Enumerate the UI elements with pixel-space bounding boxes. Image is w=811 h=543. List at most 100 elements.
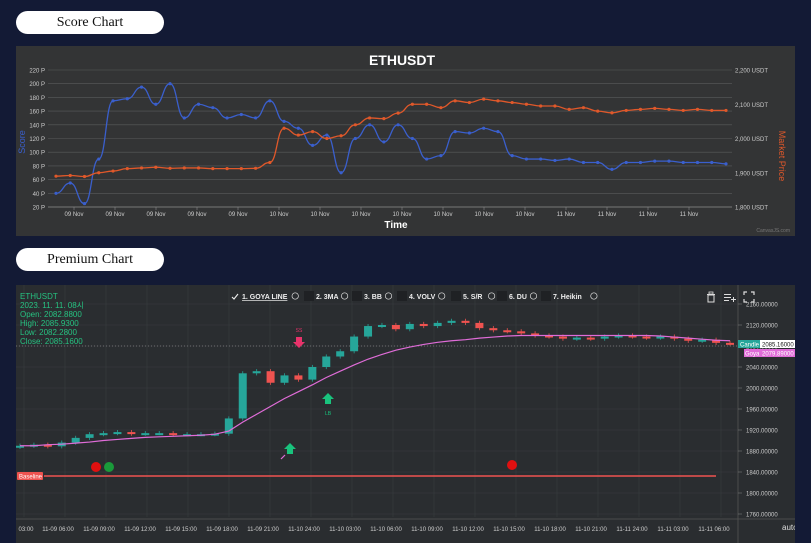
data-point xyxy=(139,166,144,170)
data-point xyxy=(268,160,272,165)
info-icon[interactable] xyxy=(291,292,299,300)
candle xyxy=(433,322,442,327)
data-point xyxy=(139,85,144,89)
data-point xyxy=(610,167,614,171)
score-chart-tab[interactable]: Score Chart xyxy=(16,11,164,34)
trash-icon[interactable] xyxy=(707,291,715,303)
data-point xyxy=(425,157,429,161)
data-point xyxy=(282,126,286,130)
score-tick-label: 20 P xyxy=(33,206,45,212)
data-point xyxy=(211,106,215,110)
fullscreen-icon[interactable] xyxy=(743,291,755,303)
checkmark-icon xyxy=(231,293,239,300)
candle xyxy=(558,336,567,339)
time-tick-label: 11 Nov xyxy=(598,212,617,218)
data-point xyxy=(681,108,685,113)
info-icon[interactable] xyxy=(438,292,446,300)
time-axis-label: Time xyxy=(384,220,408,231)
candle xyxy=(726,342,734,345)
data-point xyxy=(282,119,286,123)
data-point xyxy=(453,130,457,134)
candle xyxy=(350,336,359,352)
indicator-toggle-3[interactable]: 3. BB xyxy=(352,291,393,301)
data-point xyxy=(97,171,101,175)
time-tick-label: 09 Nov xyxy=(187,212,206,218)
data-point xyxy=(610,111,614,115)
symbol-label: ETHUSDT xyxy=(20,292,58,301)
data-point xyxy=(154,165,158,169)
data-point xyxy=(111,99,115,103)
data-point xyxy=(82,174,87,179)
data-point xyxy=(496,99,500,103)
candle xyxy=(99,433,108,436)
score-tick-label: 120 P xyxy=(29,137,45,143)
scale-mode-button[interactable]: auto xyxy=(782,523,798,532)
indicator-toggle-5[interactable]: 5. S/R xyxy=(451,291,496,301)
score-tick-label: 60 P xyxy=(33,178,45,184)
data-point xyxy=(368,123,372,127)
candle xyxy=(280,375,289,383)
time-scale-label: 11-11 06:00 xyxy=(698,527,730,533)
candle xyxy=(238,373,247,419)
info-icon[interactable] xyxy=(488,292,496,300)
buy-signal-arrow-icon xyxy=(322,393,334,404)
data-point xyxy=(638,107,643,111)
candle xyxy=(586,337,595,340)
candle xyxy=(336,351,345,357)
premium-chart-svg[interactable]: LB SS 1760.00000 1800.00000 1840.00000 1880.… xyxy=(16,285,798,543)
add-indicator-icon[interactable] xyxy=(724,294,736,302)
time-scale-label: 11-10 18:00 xyxy=(534,527,566,533)
data-point xyxy=(54,174,58,178)
buy-signal-arrow-icon xyxy=(284,443,296,454)
indicator-toggle-4[interactable]: 4. VOLV xyxy=(397,291,446,301)
info-icon[interactable] xyxy=(529,292,538,300)
time-scale-label: 03:00 xyxy=(18,527,34,533)
candle xyxy=(113,432,122,435)
data-point xyxy=(724,108,728,113)
goya-line xyxy=(20,334,731,447)
time-tick-label: 10 Nov xyxy=(474,212,493,218)
time-scale-label: 11-10 03:00 xyxy=(329,527,361,533)
info-icon[interactable] xyxy=(384,292,393,300)
data-point xyxy=(710,108,714,113)
data-point xyxy=(225,167,229,171)
candle-tag-bg xyxy=(738,340,760,348)
candle-value: 2085.16000 xyxy=(762,343,794,349)
price-axis-label: Market Price xyxy=(777,131,787,182)
time-tick-label: 10 Nov xyxy=(392,212,411,218)
info-icon[interactable] xyxy=(341,292,349,300)
price-tick-label: 2,200 USDT xyxy=(735,69,768,75)
data-point xyxy=(310,130,315,134)
candle xyxy=(545,335,554,338)
canvasjs-watermark: CanvasJS.com xyxy=(756,228,790,234)
premium-chart-tab[interactable]: Premium Chart xyxy=(16,248,164,271)
candle xyxy=(71,437,80,443)
indicator-toggle-1[interactable]: 1. GOYA LINE xyxy=(231,292,299,301)
data-point xyxy=(724,162,728,166)
candle xyxy=(712,339,721,343)
high-label: High: 2085.9300 xyxy=(20,319,79,328)
data-point xyxy=(296,133,300,137)
data-point xyxy=(68,173,72,178)
time-tick-label: 10 Nov xyxy=(515,212,534,218)
score-chart-svg: ETHUSDT 20 P 40 P 60 P 80 P 100 P 120 P 140 P 1… xyxy=(17,52,790,234)
candle xyxy=(322,356,331,367)
data-point xyxy=(168,166,172,170)
indicator-toggle-2[interactable]: 2. 3MA xyxy=(304,291,349,301)
indicator-toggle-6[interactable]: 6. DU xyxy=(497,291,538,301)
data-point xyxy=(253,166,258,170)
info-icon[interactable] xyxy=(590,292,598,300)
price-scale-label: 2160.00000 xyxy=(746,303,778,309)
data-point xyxy=(624,108,628,113)
time-scale-label: 11-10 24:00 xyxy=(288,527,320,533)
data-point xyxy=(396,123,400,127)
time-scale-label: 11-11 03:00 xyxy=(657,527,689,533)
indicator-toggle-7[interactable]: 7. Heikin xyxy=(541,291,598,301)
time-scale-label: 11-10 21:00 xyxy=(575,527,607,533)
red-signal-dot xyxy=(507,460,517,470)
price-scale-label: 1760.00000 xyxy=(746,513,778,519)
goya-value: 2079.89000 xyxy=(762,352,794,358)
data-point xyxy=(553,104,557,108)
goya-tag: Goya xyxy=(745,352,760,358)
premium-chart-panel[interactable]: LB SS 1760.00000 1800.00000 1840.00000 1880.… xyxy=(16,285,798,543)
